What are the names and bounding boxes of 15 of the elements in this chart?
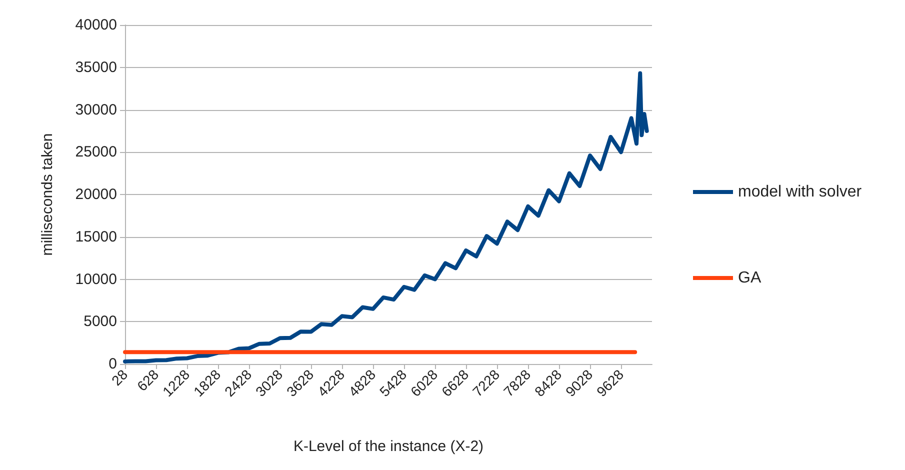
- legend-label: GA: [738, 270, 762, 286]
- x-tick-label: 628: [134, 366, 162, 394]
- line-series: [123, 71, 649, 364]
- y-tick-label: 15000: [75, 228, 117, 246]
- y-tick-label: 40000: [75, 16, 117, 34]
- y-tick-label: 30000: [75, 101, 117, 118]
- y-axis-title: milliseconds taken: [39, 133, 56, 256]
- y-tick-label: 5000: [84, 313, 117, 330]
- y-tick-label: 10000: [75, 270, 117, 288]
- x-axis-title: K-Level of the instance (X-2): [293, 438, 484, 455]
- y-tick-label: 35000: [75, 58, 117, 76]
- legend-label: model with solver: [738, 184, 862, 200]
- y-tick-label: 25000: [75, 144, 117, 161]
- y-tick-label: 0: [108, 356, 117, 372]
- y-tick-label: 20000: [75, 186, 117, 203]
